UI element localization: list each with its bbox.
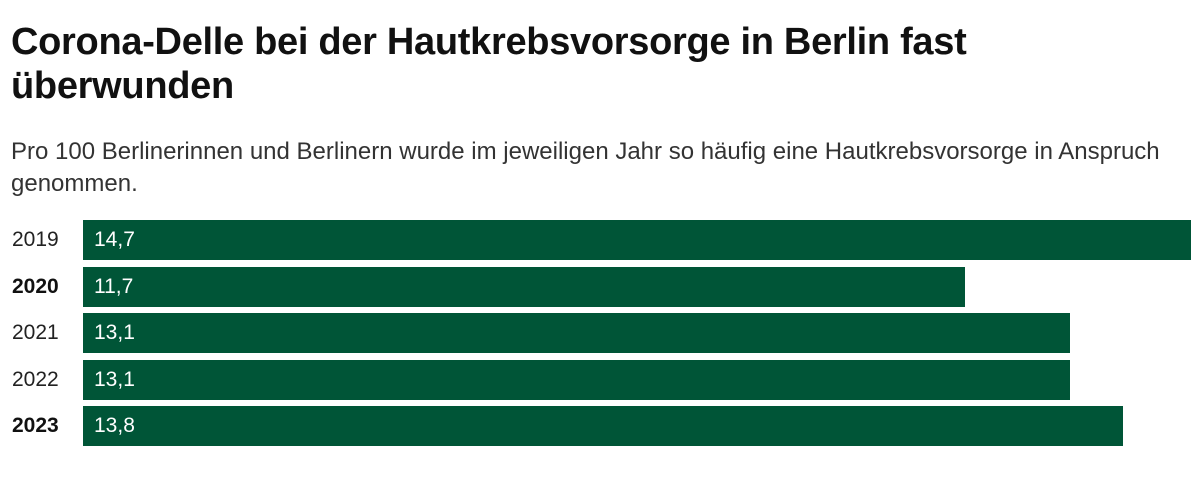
- category-label: 2022: [12, 368, 59, 391]
- bar[interactable]: [83, 360, 1070, 400]
- bar[interactable]: [83, 406, 1123, 446]
- category-label: 2019: [12, 228, 59, 251]
- category-label: 2023: [12, 414, 59, 437]
- category-label: 2021: [12, 321, 59, 344]
- category-label: 2020: [12, 275, 59, 298]
- bar[interactable]: [83, 267, 965, 307]
- chart-subtitle: Pro 100 Berlinerinnen und Berlinern wurd…: [11, 138, 1160, 197]
- bar[interactable]: [83, 313, 1070, 353]
- bar[interactable]: [83, 220, 1191, 260]
- chart-title: Corona-Delle bei der Hautkrebsvorsorge i…: [11, 21, 967, 107]
